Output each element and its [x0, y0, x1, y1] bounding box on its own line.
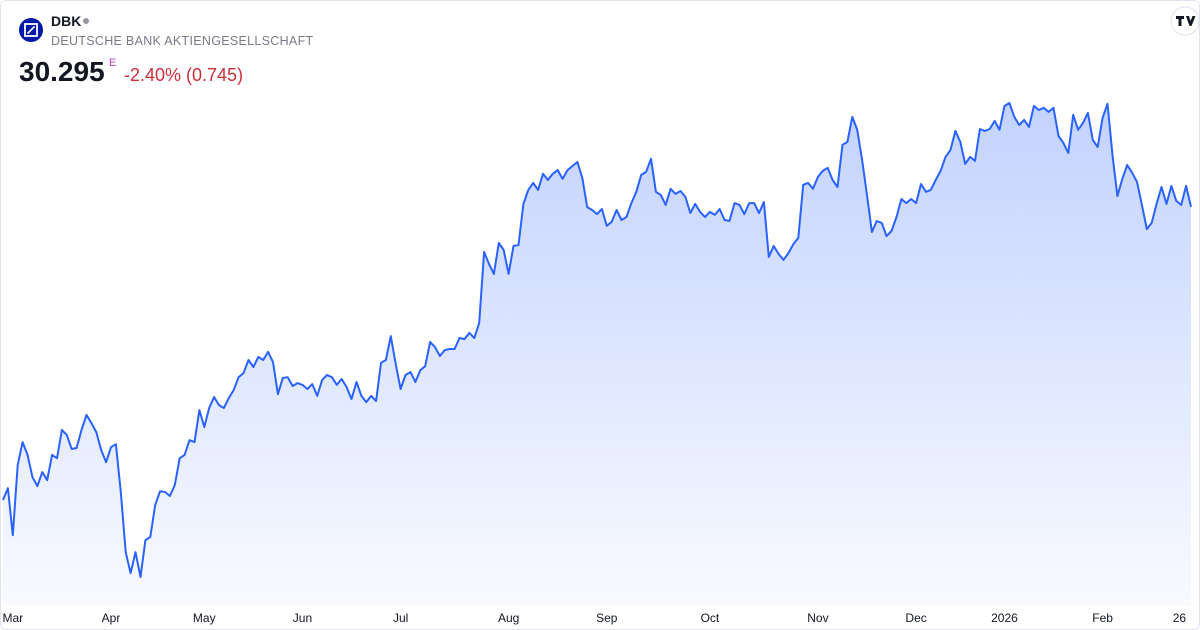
symbol: DBK: [51, 13, 81, 29]
x-tick-label: Oct: [701, 611, 720, 625]
x-tick-label: Dec: [905, 611, 926, 625]
x-tick-label: Sep: [596, 611, 618, 625]
price-line: [2, 102, 1192, 578]
brand-button[interactable]: [1170, 6, 1200, 36]
price-marker: E: [109, 57, 116, 69]
x-tick-label: Feb: [1092, 611, 1113, 625]
company-name: DEUTSCHE BANK AKTIENGESELLSCHAFT: [51, 34, 314, 48]
logo: [19, 18, 43, 42]
price-change: -2.40% (0.745): [124, 65, 243, 85]
x-tick-label: 26: [1173, 611, 1187, 625]
x-tick-label: Aug: [498, 611, 519, 625]
x-tick-label: Apr: [102, 611, 121, 625]
x-tick-label: Mar: [2, 611, 23, 625]
x-tick-label: May: [193, 611, 216, 625]
area-fill: [3, 103, 1191, 605]
x-tick-label: Jun: [293, 611, 312, 625]
price: 30.295: [19, 56, 105, 87]
status-dot: [83, 18, 89, 24]
x-tick-label: Jul: [393, 611, 408, 625]
x-tick-label: 2026: [991, 611, 1018, 625]
x-tick-label: Nov: [807, 611, 828, 625]
